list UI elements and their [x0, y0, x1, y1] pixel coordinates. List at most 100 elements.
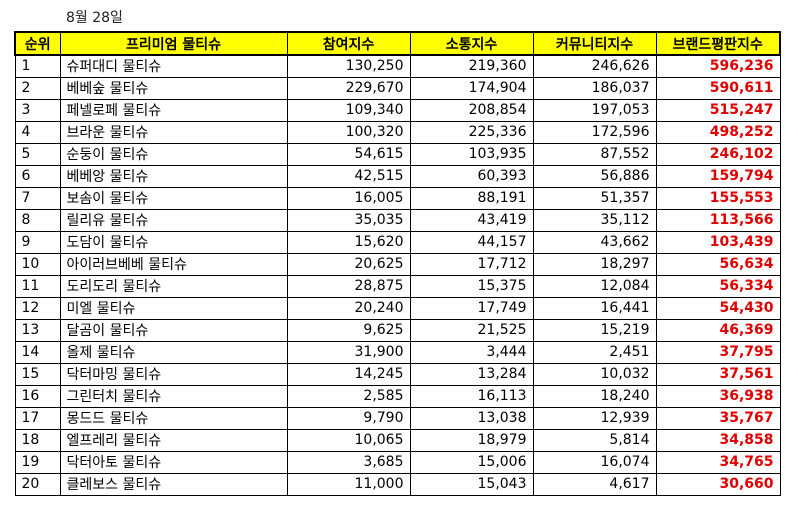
reputation-index-cell: 159,794 — [655, 164, 781, 188]
community-index-cell: 2,451 — [532, 340, 657, 364]
communication-index-cell: 16,113 — [409, 384, 534, 408]
brand-name-cell: 슈퍼대디 물티슈 — [59, 54, 288, 78]
table-row: 9 도담이 물티슈 15,620 44,157 43,662 103,439 — [14, 230, 781, 254]
reputation-index-cell: 246,102 — [655, 142, 781, 166]
brand-name-cell: 클레보스 물티슈 — [59, 472, 288, 496]
header-communication: 소통지수 — [409, 31, 534, 56]
community-index-cell: 35,112 — [532, 208, 657, 232]
reputation-index-cell: 36,938 — [655, 384, 781, 408]
participation-index-cell: 9,625 — [286, 318, 411, 342]
participation-index-cell: 20,625 — [286, 252, 411, 276]
communication-index-cell: 88,191 — [409, 186, 534, 210]
brand-name-cell: 릴리유 물티슈 — [59, 208, 288, 232]
brand-name-cell: 보솜이 물티슈 — [59, 186, 288, 210]
rank-cell: 8 — [14, 208, 61, 232]
community-index-cell: 5,814 — [532, 428, 657, 452]
date-caption: 8월 28일 — [66, 10, 123, 26]
communication-index-cell: 44,157 — [409, 230, 534, 254]
participation-index-cell: 15,620 — [286, 230, 411, 254]
participation-index-cell: 16,005 — [286, 186, 411, 210]
table-row: 18 엘프레리 물티슈 10,065 18,979 5,814 34,858 — [14, 428, 781, 452]
rank-cell: 18 — [14, 428, 61, 452]
communication-index-cell: 13,284 — [409, 362, 534, 386]
communication-index-cell: 18,979 — [409, 428, 534, 452]
communication-index-cell: 17,712 — [409, 252, 534, 276]
brand-name-cell: 달곰이 물티슈 — [59, 318, 288, 342]
reputation-index-cell: 37,561 — [655, 362, 781, 386]
table-row: 13 달곰이 물티슈 9,625 21,525 15,219 46,369 — [14, 318, 781, 342]
communication-index-cell: 103,935 — [409, 142, 534, 166]
table-row: 7 보솜이 물티슈 16,005 88,191 51,357 155,553 — [14, 186, 781, 210]
communication-index-cell: 15,375 — [409, 274, 534, 298]
community-index-cell: 10,032 — [532, 362, 657, 386]
header-participation: 참여지수 — [286, 31, 411, 56]
table-body: 1 슈퍼대디 물티슈 130,250 219,360 246,626 596,236 2 베베… — [14, 54, 781, 496]
brand-name-cell: 순둥이 물티슈 — [59, 142, 288, 166]
community-index-cell: 18,240 — [532, 384, 657, 408]
table-row: 16 그린터치 물티슈 2,585 16,113 18,240 36,938 — [14, 384, 781, 408]
table-row: 15 닥터마밍 물티슈 14,245 13,284 10,032 37,561 — [14, 362, 781, 386]
rank-cell: 10 — [14, 252, 61, 276]
reputation-index-cell: 56,634 — [655, 252, 781, 276]
rank-cell: 20 — [14, 472, 61, 496]
participation-index-cell: 130,250 — [286, 54, 411, 78]
brand-name-cell: 아이러브베베 물티슈 — [59, 252, 288, 276]
reputation-index-cell: 56,334 — [655, 274, 781, 298]
table-row: 5 순둥이 물티슈 54,615 103,935 87,552 246,102 — [14, 142, 781, 166]
community-index-cell: 12,939 — [532, 406, 657, 430]
rank-cell: 7 — [14, 186, 61, 210]
reputation-index-cell: 54,430 — [655, 296, 781, 320]
reputation-index-cell: 37,795 — [655, 340, 781, 364]
table-header-row: 순위 프리미엄 물티슈 참여지수 소통지수 커뮤니티지수 브랜드평판지수 — [14, 31, 781, 56]
table-row: 8 릴리유 물티슈 35,035 43,419 35,112 113,566 — [14, 208, 781, 232]
rank-cell: 14 — [14, 340, 61, 364]
table-row: 2 베베숲 물티슈 229,670 174,904 186,037 590,611 — [14, 76, 781, 100]
communication-index-cell: 15,043 — [409, 472, 534, 496]
rank-cell: 2 — [14, 76, 61, 100]
header-reputation: 브랜드평판지수 — [655, 31, 781, 56]
rank-cell: 15 — [14, 362, 61, 386]
rank-cell: 1 — [14, 54, 61, 78]
reputation-index-cell: 590,611 — [655, 76, 781, 100]
brand-name-cell: 베베숲 물티슈 — [59, 76, 288, 100]
participation-index-cell: 100,320 — [286, 120, 411, 144]
brand-name-cell: 엘프레리 물티슈 — [59, 428, 288, 452]
community-index-cell: 197,053 — [532, 98, 657, 122]
table-row: 12 미엘 물티슈 20,240 17,749 16,441 54,430 — [14, 296, 781, 320]
table-row: 14 올제 물티슈 31,900 3,444 2,451 37,795 — [14, 340, 781, 364]
brand-name-cell: 페넬로페 물티슈 — [59, 98, 288, 122]
reputation-index-cell: 34,765 — [655, 450, 781, 474]
rank-cell: 17 — [14, 406, 61, 430]
rank-cell: 13 — [14, 318, 61, 342]
reputation-index-cell: 498,252 — [655, 120, 781, 144]
participation-index-cell: 28,875 — [286, 274, 411, 298]
participation-index-cell: 54,615 — [286, 142, 411, 166]
rank-cell: 11 — [14, 274, 61, 298]
community-index-cell: 172,596 — [532, 120, 657, 144]
brand-name-cell: 도담이 물티슈 — [59, 230, 288, 254]
rank-cell: 5 — [14, 142, 61, 166]
community-index-cell: 15,219 — [532, 318, 657, 342]
communication-index-cell: 15,006 — [409, 450, 534, 474]
reputation-index-cell: 34,858 — [655, 428, 781, 452]
community-index-cell: 56,886 — [532, 164, 657, 188]
table-row: 3 페넬로페 물티슈 109,340 208,854 197,053 515,247 — [14, 98, 781, 122]
participation-index-cell: 10,065 — [286, 428, 411, 452]
communication-index-cell: 225,336 — [409, 120, 534, 144]
rank-cell: 9 — [14, 230, 61, 254]
communication-index-cell: 13,038 — [409, 406, 534, 430]
rank-cell: 16 — [14, 384, 61, 408]
reputation-index-cell: 35,767 — [655, 406, 781, 430]
rank-cell: 3 — [14, 98, 61, 122]
participation-index-cell: 31,900 — [286, 340, 411, 364]
communication-index-cell: 17,749 — [409, 296, 534, 320]
header-community: 커뮤니티지수 — [532, 31, 657, 56]
brand-name-cell: 베베앙 물티슈 — [59, 164, 288, 188]
participation-index-cell: 3,685 — [286, 450, 411, 474]
rank-cell: 12 — [14, 296, 61, 320]
header-rank: 순위 — [14, 31, 61, 56]
participation-index-cell: 229,670 — [286, 76, 411, 100]
community-index-cell: 12,084 — [532, 274, 657, 298]
brand-name-cell: 올제 물티슈 — [59, 340, 288, 364]
brand-name-cell: 닥터아토 물티슈 — [59, 450, 288, 474]
